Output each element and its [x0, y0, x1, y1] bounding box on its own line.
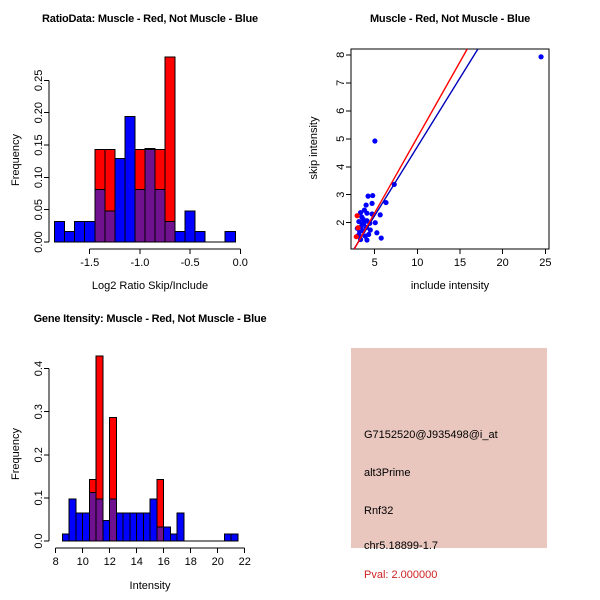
x-tick-label: 20 — [212, 556, 224, 568]
x-axis: -1.5 -1.0 -0.5 0.0 — [80, 248, 248, 269]
ratio-histogram-plot: -1.5 -1.0 -0.5 0.0 0.00 0.05 0.10 0.15 0.20 0.25 — [33, 56, 248, 269]
histogram-bars — [54, 56, 236, 243]
y-tick-label: 8 — [335, 52, 347, 58]
y-axis: 2 3 4 5 6 7 8 — [335, 52, 352, 226]
x-tick-label: 25 — [539, 257, 551, 269]
x-tick-label: 20 — [497, 257, 509, 269]
ratio-histogram-xlabel: Log2 Ratio Skip/Include — [91, 280, 209, 292]
x-tick-label: 10 — [411, 257, 423, 269]
x-axis: 8 10 12 14 16 18 20 22 — [53, 547, 251, 568]
probe-id-text: G7152520@J935498@i_at — [364, 429, 498, 441]
y-tick-label: 0.4 — [33, 361, 45, 376]
y-tick-label: 0.2 — [33, 447, 45, 462]
y-tick-label: 0.15 — [33, 134, 45, 155]
blue-points — [354, 54, 544, 243]
y-tick-label: 6 — [335, 108, 347, 114]
x-tick-label: 18 — [185, 556, 197, 568]
y-tick-label: 3 — [335, 192, 347, 198]
splice-type-text: alt3Prime — [364, 467, 411, 479]
x-tick-label: 15 — [454, 257, 466, 269]
y-axis: 0.00 0.05 0.10 0.15 0.20 0.25 — [33, 70, 50, 253]
scatter-title: Muscle - Red, Not Muscle - Blue — [369, 13, 531, 25]
x-tick-label: 8 — [53, 556, 59, 568]
pval-text: Pval: 2.000000 — [364, 569, 438, 581]
x-tick-label: 12 — [104, 556, 116, 568]
x-tick-label: 0.0 — [233, 257, 248, 269]
y-tick-label: 7 — [335, 80, 347, 86]
gene-info-box: G7152520@J935498@i_at alt3Prime Rnf32 ch… — [351, 348, 547, 581]
gene-name-text: Rnf32 — [364, 505, 394, 517]
x-tick-label: -1.0 — [130, 257, 149, 269]
x-tick-label: 22 — [239, 556, 251, 568]
gene-histogram-xlabel: Intensity — [129, 580, 171, 592]
y-tick-label: 0.10 — [33, 167, 45, 188]
x-tick-label: -0.5 — [181, 257, 200, 269]
x-tick-label: 5 — [372, 257, 378, 269]
histogram-bars — [61, 355, 239, 542]
y-tick-label: 0.20 — [33, 102, 45, 123]
blue-fit-line — [353, 48, 479, 250]
panel-scatter-plot: Muscle - Red, Not Muscle - Blue skip int… — [300, 0, 600, 300]
y-axis: 0.0 0.1 0.2 0.3 0.4 — [33, 361, 50, 549]
y-tick-label: 0.00 — [33, 231, 45, 252]
x-axis: 5 10 15 20 25 — [372, 248, 551, 269]
x-tick-label: 14 — [131, 556, 143, 568]
y-tick-label: 0.1 — [33, 490, 45, 505]
y-tick-label: 0.25 — [33, 70, 45, 91]
panel-gene-intensity-histogram: Gene Itensity: Muscle - Red, Not Muscle … — [0, 300, 300, 600]
y-tick-label: 4 — [335, 164, 347, 170]
gene-histogram-title: Gene Itensity: Muscle - Red, Not Muscle … — [33, 313, 267, 325]
x-tick-label: -1.5 — [80, 257, 99, 269]
red-fit-line — [353, 48, 468, 250]
red-points — [353, 213, 361, 240]
x-tick-label: 10 — [77, 556, 89, 568]
x-tick-label: 16 — [158, 556, 170, 568]
y-tick-label: 0.0 — [33, 533, 45, 548]
gene-histogram-plot: 8 10 12 14 16 18 20 22 0.0 0.1 0.2 0.3 0.4 — [33, 355, 251, 568]
panel-gene-info: G7152520@J935498@i_at alt3Prime Rnf32 ch… — [300, 300, 600, 600]
scatter-plot: 5 10 15 20 25 2 3 4 5 6 7 8 — [335, 48, 551, 269]
y-tick-label: 0.3 — [33, 404, 45, 419]
location-text: chr5.18899-1.7 — [364, 540, 438, 552]
y-tick-label: 2 — [335, 220, 347, 226]
y-tick-label: 0.05 — [33, 199, 45, 220]
ratio-histogram-title: RatioData: Muscle - Red, Not Muscle - Bl… — [42, 13, 258, 25]
scatter-xlabel: include intensity — [410, 280, 490, 292]
panel-ratio-histogram: RatioData: Muscle - Red, Not Muscle - Bl… — [0, 0, 300, 300]
y-tick-label: 5 — [335, 136, 347, 142]
